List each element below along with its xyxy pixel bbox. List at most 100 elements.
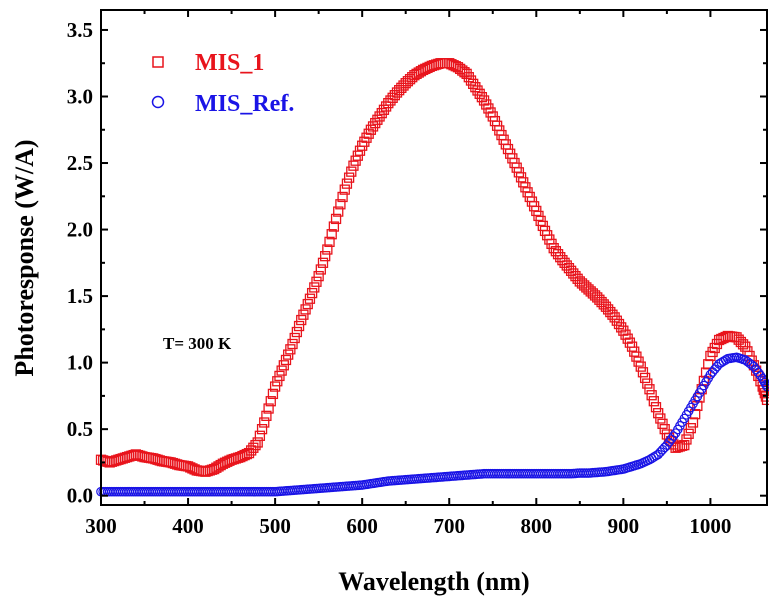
data-point: [259, 417, 270, 428]
data-point: [256, 424, 268, 435]
data-point: [758, 384, 769, 396]
data-point: [278, 360, 289, 371]
data-point: [635, 361, 646, 372]
legend-label-mis-ref: MIS_Ref.: [195, 91, 294, 117]
data-point: [335, 199, 346, 210]
y-tick-label: 3.0: [67, 84, 93, 108]
data-point: [320, 251, 331, 262]
data-point: [302, 298, 313, 310]
data-point: [685, 423, 696, 434]
data-point: [760, 377, 769, 388]
data-point: [679, 439, 690, 451]
data-point: [333, 206, 344, 217]
data-point: [263, 403, 274, 414]
data-point: [309, 282, 320, 293]
data-point: [267, 388, 279, 400]
y-tick-label: 1.0: [67, 351, 93, 375]
y-tick-label: 0.5: [67, 417, 93, 441]
data-point: [274, 370, 285, 382]
data-point: [644, 384, 655, 395]
y-tick-label: 0.0: [67, 484, 93, 508]
data-point: [328, 221, 340, 232]
data-point: [346, 166, 357, 177]
data-point: [283, 349, 294, 360]
data-point: [755, 370, 766, 381]
data-point: [637, 367, 649, 378]
data-point: [317, 257, 329, 268]
legend-label-mis-1: MIS_1: [195, 50, 264, 76]
data-point: [261, 410, 272, 421]
data-point: [692, 400, 703, 412]
data-point: [315, 264, 326, 275]
data-point: [311, 276, 322, 287]
y-axis: 0.0 0.5 1.0 1.5 2.0 2.5 3.0 3.5: [67, 18, 767, 508]
data-point: [313, 270, 324, 282]
y-axis-title: Photoresponse (W/A): [10, 139, 39, 376]
x-tick-label: 400: [172, 514, 204, 538]
data-point: [324, 236, 335, 248]
series-mis-ref: [96, 352, 769, 497]
data-point: [296, 314, 307, 326]
legend: MIS_1 MIS_Ref.: [151, 50, 294, 117]
data-point: [304, 293, 316, 304]
x-tick-label: 1000: [689, 514, 731, 538]
plot-frame: [100, 9, 768, 506]
x-tick-label: 900: [608, 514, 640, 538]
y-tick-label: 2.0: [67, 218, 93, 242]
data-point: [326, 229, 337, 240]
data-point: [306, 287, 318, 299]
temperature-annotation: T= 300 K: [163, 334, 232, 353]
data-point: [322, 244, 333, 255]
data-point: [659, 424, 670, 435]
data-point: [700, 367, 712, 378]
x-tick-label: 300: [85, 514, 117, 538]
data-point: [683, 428, 694, 439]
data-point: [341, 178, 353, 189]
data-point: [269, 381, 281, 392]
data-point: [657, 418, 668, 429]
data-point: [339, 184, 350, 195]
data-point: [681, 434, 692, 445]
data-point: [653, 408, 664, 419]
x-axis: 300 400 500 600 700 800 900 1000: [85, 10, 731, 538]
data-point: [642, 378, 653, 389]
data-point: [291, 326, 303, 338]
data-point: [272, 376, 283, 387]
x-tick-label: 500: [259, 514, 291, 538]
data-point: [639, 372, 651, 384]
data-point: [254, 430, 266, 441]
data-point: [285, 344, 296, 355]
series-mis-1: [95, 58, 769, 477]
x-tick-label: 700: [433, 514, 465, 538]
legend-marker-mis-1: [152, 56, 164, 68]
data-point: [265, 396, 276, 407]
y-tick-label: 3.5: [67, 18, 93, 42]
data-point: [720, 355, 731, 365]
data-point: [703, 359, 714, 370]
data-point: [276, 365, 287, 376]
data-point: [293, 320, 305, 332]
data-point: [287, 338, 298, 350]
data-point: [300, 304, 311, 315]
data-point: [668, 431, 679, 441]
data-point: [760, 391, 769, 402]
data-point: [280, 354, 292, 366]
data-point: [646, 390, 657, 401]
data-point: [687, 417, 699, 428]
series-layer: [95, 58, 769, 497]
data-point: [252, 437, 263, 448]
data-point: [330, 213, 342, 225]
data-point: [298, 309, 309, 320]
x-tick-label: 600: [346, 514, 378, 538]
y-tick-label: 1.5: [67, 284, 93, 308]
x-axis-title: Wavelength (nm): [338, 567, 529, 596]
legend-marker-mis-ref: [151, 95, 165, 109]
y-tick-label: 2.5: [67, 151, 93, 175]
data-point: [343, 172, 355, 183]
data-point: [655, 413, 666, 424]
data-point: [289, 332, 300, 344]
data-point: [648, 396, 659, 407]
data-point: [650, 402, 662, 413]
x-tick-label: 800: [521, 514, 553, 538]
